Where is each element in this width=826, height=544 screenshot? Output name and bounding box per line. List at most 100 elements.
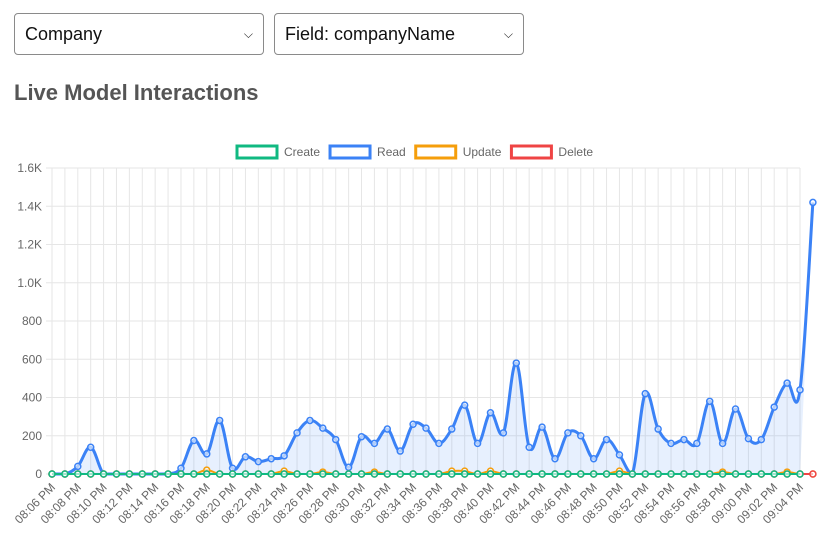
create-point [203, 470, 211, 478]
read-point [602, 435, 611, 444]
read-point [409, 420, 417, 429]
page-title: Live Model Interactions [14, 80, 259, 105]
create-point [796, 470, 804, 478]
read-point [215, 416, 224, 425]
read-point [770, 403, 778, 411]
read-point [86, 443, 95, 451]
create-point [577, 470, 585, 478]
create-point [61, 470, 69, 478]
create-point [538, 470, 546, 478]
create-point [357, 470, 366, 478]
create-point [151, 470, 159, 478]
create-point [435, 470, 443, 478]
read-point [306, 416, 314, 425]
read-point [331, 435, 340, 444]
create-point [473, 470, 482, 478]
read-point [731, 405, 740, 413]
create-point [409, 470, 417, 478]
create-point [705, 470, 714, 478]
create-point [602, 470, 611, 478]
read-point [396, 447, 404, 455]
y-tick-label: 800 [22, 314, 42, 328]
create-point [693, 470, 701, 478]
read-point [589, 454, 598, 463]
field-select-value: Field: companyName [285, 23, 456, 44]
create-point [486, 470, 495, 478]
create-point [293, 470, 301, 478]
create-point [267, 470, 275, 478]
read-point [551, 454, 559, 463]
create-point [190, 470, 198, 478]
read-point [525, 443, 533, 451]
create-point [396, 470, 404, 478]
read-point [203, 450, 211, 458]
read-point [460, 401, 469, 409]
delete-legend-swatch [509, 144, 553, 160]
read-point [357, 432, 366, 441]
create-point [551, 470, 559, 478]
read-point [718, 439, 727, 448]
create-point [783, 470, 791, 478]
read-series-line [52, 202, 815, 476]
create-point [680, 470, 688, 478]
y-tick-label: 200 [22, 429, 42, 443]
create-point [667, 470, 675, 478]
y-tick-label: 600 [22, 352, 42, 366]
read-point [693, 439, 701, 448]
create-point [628, 470, 637, 478]
read-point [435, 439, 443, 448]
read-legend-swatch [328, 144, 372, 160]
create-point [731, 470, 740, 478]
read-legend-label: Read [377, 145, 406, 159]
y-tick-label: 1.0K [17, 276, 42, 290]
read-point [319, 424, 327, 432]
read-point [473, 439, 482, 448]
create-point [448, 470, 456, 478]
create-point [280, 470, 288, 478]
create-point [770, 470, 778, 478]
create-point [344, 470, 353, 478]
chevron-down-icon: ⌵ [503, 26, 513, 41]
create-point [654, 470, 662, 478]
field-select[interactable]: Field: companyName ⌵ [274, 13, 524, 55]
read-point [641, 389, 649, 398]
read-point [512, 359, 521, 367]
company-select[interactable]: Company ⌵ [14, 13, 264, 55]
create-point [525, 470, 533, 478]
create-point [499, 470, 508, 478]
y-tick-label: 1.4K [17, 199, 42, 213]
create-legend-label: Create [284, 145, 320, 159]
create-point [99, 470, 108, 478]
read-point [370, 439, 379, 448]
company-select-value: Company [25, 23, 103, 44]
create-point [215, 470, 224, 478]
read-point [577, 432, 585, 440]
create-point [241, 470, 250, 478]
y-tick-label: 400 [22, 391, 42, 405]
read-point [383, 425, 392, 433]
create-point [138, 470, 147, 478]
read-point [280, 452, 288, 460]
delete-point [809, 470, 817, 478]
read-point [254, 457, 263, 466]
read-point [499, 429, 508, 437]
create-point [383, 470, 392, 478]
create-point [589, 470, 598, 478]
read-point [538, 423, 546, 431]
create-point [306, 470, 314, 478]
read-point [757, 435, 766, 444]
create-point [254, 470, 263, 478]
read-point [796, 386, 804, 394]
y-tick-label: 0 [35, 467, 42, 481]
read-point [74, 462, 82, 471]
y-tick-label: 1.6K [17, 161, 42, 175]
read-point [809, 198, 817, 207]
read-point [486, 409, 495, 417]
read-point [744, 434, 753, 443]
read-point [783, 379, 791, 387]
create-point [757, 470, 766, 478]
create-point [125, 470, 134, 478]
read-series-area [52, 202, 813, 475]
create-point [112, 470, 121, 478]
update-legend-swatch [414, 144, 458, 160]
